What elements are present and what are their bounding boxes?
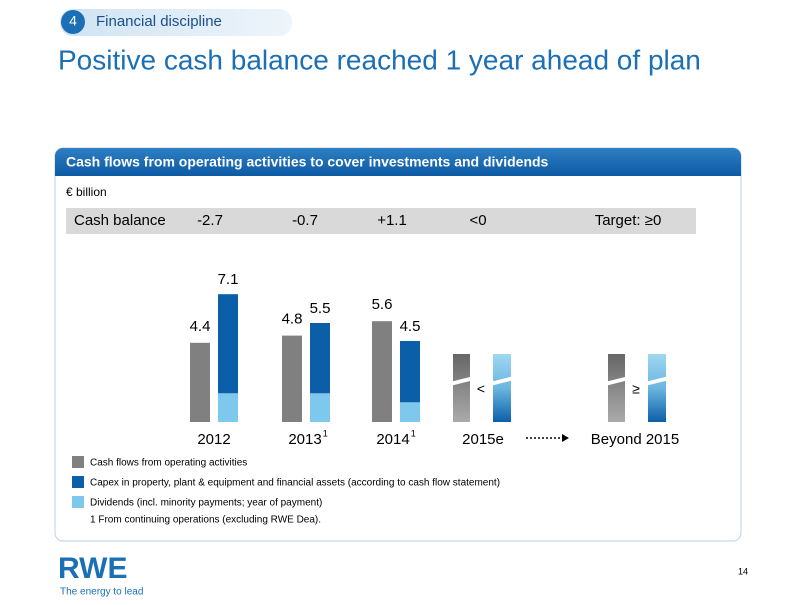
comparison: ≥ — [632, 381, 640, 397]
legend-swatch — [72, 476, 84, 488]
header-number: 4 — [69, 13, 77, 29]
cash-balance-label: Cash balance — [74, 212, 166, 229]
legend-label: Capex in property, plant & equipment and… — [90, 478, 500, 489]
value-label: 5.6 — [372, 296, 393, 313]
slide-title: Positive cash balance reached 1 year ahe… — [58, 44, 701, 75]
bar — [372, 321, 392, 422]
panel-header — [55, 148, 741, 176]
cash-balance-value: +1.1 — [377, 212, 407, 229]
bar — [218, 294, 238, 422]
x-tick-label: 2014 — [376, 431, 409, 448]
x-tick-label: 2013 — [288, 431, 321, 448]
value-label: 4.8 — [282, 311, 303, 328]
comparison: < — [477, 381, 485, 397]
header-badge — [61, 10, 85, 34]
panel-title: Cash flows from operating activities to … — [66, 154, 549, 170]
x-tick-label: Beyond 2015 — [591, 431, 679, 448]
logo: RWE — [58, 552, 127, 585]
value-label: 4.4 — [190, 318, 211, 335]
page-number: 14 — [738, 566, 748, 576]
x-tick-label: 2012 — [197, 431, 230, 448]
logo-tagline: The energy to lead — [60, 587, 143, 598]
value-label: 4.5 — [400, 318, 421, 335]
bar — [400, 402, 420, 422]
cash-balance-value: -0.7 — [292, 212, 318, 229]
cash-balance-row — [66, 208, 696, 234]
value-label: 7.1 — [218, 271, 239, 288]
footnote: 1 From continuing operations (excluding … — [90, 515, 321, 526]
header-label: Financial discipline — [96, 13, 222, 30]
footnote-marker: 1 — [323, 428, 328, 438]
broken-bar — [493, 354, 511, 422]
bar — [400, 341, 420, 422]
bar — [310, 393, 330, 422]
legend-label: Dividends (incl. minority payments; year… — [90, 498, 322, 509]
break-mark — [450, 376, 669, 386]
cash-balance-target: Target: ≥0 — [595, 212, 662, 229]
value-label: 5.5 — [310, 300, 331, 317]
cash-balance-value: -2.7 — [197, 212, 223, 229]
header-pill — [60, 9, 292, 36]
broken-bars — [450, 354, 669, 422]
footnote-marker: 1 — [411, 428, 416, 438]
legend-label: Cash flows from operating activities — [90, 458, 247, 469]
cash-balance-value: <0 — [469, 212, 486, 229]
broken-bar — [608, 354, 625, 422]
legend-swatch — [72, 456, 84, 468]
broken-bar — [648, 354, 666, 422]
arrow-head — [562, 434, 569, 442]
bar — [282, 335, 302, 422]
bar — [190, 342, 210, 422]
x-tick-label: 2015e — [462, 431, 504, 448]
bar — [218, 393, 238, 422]
legend-swatch — [72, 496, 84, 508]
broken-bar — [453, 354, 470, 422]
unit: € billion — [66, 185, 107, 199]
